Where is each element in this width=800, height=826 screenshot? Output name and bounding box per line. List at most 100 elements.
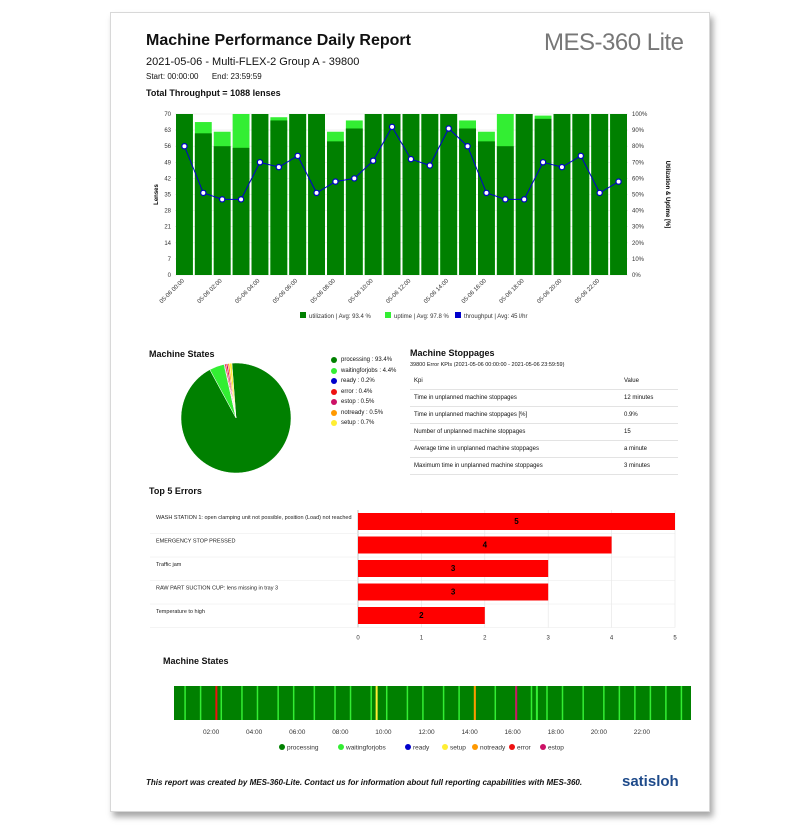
state-stripe bbox=[215, 686, 218, 720]
header-value: Value bbox=[620, 374, 678, 390]
machine-states-pie bbox=[180, 362, 292, 474]
legend-label: waitingforjobs : 4.4% bbox=[341, 367, 397, 374]
y2-tick-label: 40% bbox=[632, 209, 645, 215]
waiting-stripe bbox=[334, 686, 336, 720]
x-tick-label: 05-06 04:00 bbox=[234, 278, 261, 305]
x-tick-label: 05-06 22:00 bbox=[574, 278, 601, 305]
waiting-stripe bbox=[241, 686, 243, 720]
stoppages-title: Machine Stoppages bbox=[410, 348, 495, 358]
x-tick-label: 20:00 bbox=[591, 729, 608, 736]
y2-tick-label: 0% bbox=[632, 273, 641, 279]
state-stripe bbox=[535, 686, 538, 720]
utilization-bar bbox=[421, 114, 439, 275]
legend-dot bbox=[331, 399, 337, 405]
pie-legend-item: waitingforjobs : 4.4% bbox=[331, 367, 397, 374]
throughput-point bbox=[464, 143, 471, 150]
value-cell: 3 minutes bbox=[620, 457, 678, 475]
y-tick-label: 35 bbox=[164, 193, 171, 199]
waiting-stripe bbox=[256, 686, 259, 720]
throughput-point bbox=[200, 189, 207, 197]
utilization-bar bbox=[553, 114, 571, 275]
utilization-bar bbox=[402, 114, 420, 275]
legend-dot bbox=[279, 744, 285, 750]
kpi-cell: Number of unplanned machine stoppages bbox=[410, 423, 620, 441]
x-tick-label: 05-06 16:00 bbox=[461, 278, 488, 305]
throughput-point bbox=[596, 189, 603, 197]
throughput-point bbox=[407, 155, 415, 163]
y2-tick-label: 30% bbox=[632, 225, 645, 231]
waiting-stripe bbox=[665, 686, 667, 720]
report-subtitle: 2021-05-06 - Multi-FLEX-2 Group A - 3980… bbox=[146, 56, 360, 68]
x-tick-label: 02:00 bbox=[203, 729, 220, 736]
category-label: WASH STATION 1: open clamping unit not p… bbox=[156, 515, 352, 521]
throughput-point bbox=[558, 163, 566, 171]
x-tick-label: 4 bbox=[610, 636, 614, 642]
utilization-bar bbox=[289, 114, 307, 275]
stoppages-table: Kpi Value Time in unplanned machine stop… bbox=[410, 374, 678, 475]
legend-dot bbox=[331, 420, 337, 426]
throughput-point bbox=[332, 178, 339, 185]
waiting-stripe bbox=[546, 686, 548, 720]
table-row: Number of unplanned machine stoppages 15 bbox=[410, 423, 678, 441]
legend-label: setup bbox=[450, 745, 466, 752]
x-tick-label: 08:00 bbox=[332, 729, 349, 736]
report-title: Machine Performance Daily Report bbox=[146, 32, 411, 49]
throughput-point bbox=[313, 189, 320, 197]
y2-tick-label: 70% bbox=[632, 160, 645, 166]
legend-label: error : 0.4% bbox=[341, 388, 373, 395]
y2-tick-label: 20% bbox=[632, 241, 645, 247]
utilization-bar bbox=[496, 146, 514, 275]
legend-dot bbox=[405, 744, 411, 750]
throughput-point bbox=[388, 123, 396, 131]
legend-label: ready : 0.2% bbox=[341, 378, 375, 384]
error-bar bbox=[358, 513, 675, 530]
value-cell: 15 bbox=[620, 423, 678, 441]
legend-label: setup : 0.7% bbox=[341, 420, 375, 426]
mes-360-logo: MES-360 Lite bbox=[544, 29, 684, 57]
waiting-stripe bbox=[561, 686, 564, 720]
waiting-stripe bbox=[634, 686, 636, 720]
waiting-stripe bbox=[649, 686, 652, 720]
x-tick-label: 05-06 14:00 bbox=[423, 278, 450, 305]
y2-tick-label: 60% bbox=[632, 176, 645, 182]
footer-note: This report was created by MES-360-Lite.… bbox=[146, 778, 583, 787]
state-stripe bbox=[375, 686, 378, 720]
header-kpi: Kpi bbox=[410, 374, 620, 390]
data-label: 4 bbox=[483, 541, 488, 550]
total-throughput: Total Throughput = 1088 lenses bbox=[146, 88, 281, 98]
utilization-bar bbox=[251, 114, 269, 275]
throughput-point bbox=[502, 196, 509, 203]
kpi-cell: Average time in unplanned machine stoppa… bbox=[410, 440, 620, 458]
x-tick-label: 14:00 bbox=[461, 729, 478, 736]
legend-label: processing : 93.4% bbox=[341, 357, 393, 363]
utilization-bar bbox=[176, 114, 193, 275]
pie-legend-item: setup : 0.7% bbox=[331, 420, 374, 426]
throughput-chart: 0 7 14 21 28 35 42 49 56 63 70 0% 10% 20% 30% 40% 50% 60%… bbox=[154, 112, 670, 320]
start-time: Start: 00:00:00 bbox=[146, 72, 199, 81]
error-bar bbox=[358, 607, 485, 624]
data-label: 5 bbox=[514, 517, 519, 526]
throughput-point bbox=[445, 125, 452, 132]
y-tick-label: 56 bbox=[164, 144, 171, 150]
waiting-stripe bbox=[220, 686, 223, 720]
data-label: 3 bbox=[451, 564, 456, 573]
machine-states-pie-title: Machine States bbox=[149, 349, 215, 359]
utilization-bar bbox=[515, 114, 533, 275]
pie-legend-item: processing : 93.4% bbox=[331, 357, 392, 363]
legend-label: ready bbox=[413, 745, 430, 752]
kpi-cell: Time in unplanned machine stoppages [%] bbox=[410, 406, 620, 424]
legend-label: uptime | Avg: 97.8 % bbox=[394, 314, 449, 320]
category-label: RAW PART SUCTION CUP: lens missing in tr… bbox=[156, 586, 278, 592]
legend-label: error bbox=[517, 745, 532, 752]
legend-swatch bbox=[300, 312, 306, 318]
x-tick-label: 0 bbox=[356, 636, 360, 642]
table-row: Average time in unplanned machine stoppa… bbox=[410, 440, 678, 458]
x-tick-label: 05-06 10:00 bbox=[348, 278, 375, 305]
x-tick-label: 1 bbox=[420, 636, 424, 642]
y2-tick-label: 90% bbox=[632, 128, 645, 134]
waiting-stripe bbox=[406, 686, 409, 720]
waiting-stripe bbox=[422, 686, 424, 720]
waiting-stripe bbox=[603, 686, 605, 720]
utilization-bar bbox=[534, 118, 552, 275]
throughput-point bbox=[426, 162, 434, 169]
